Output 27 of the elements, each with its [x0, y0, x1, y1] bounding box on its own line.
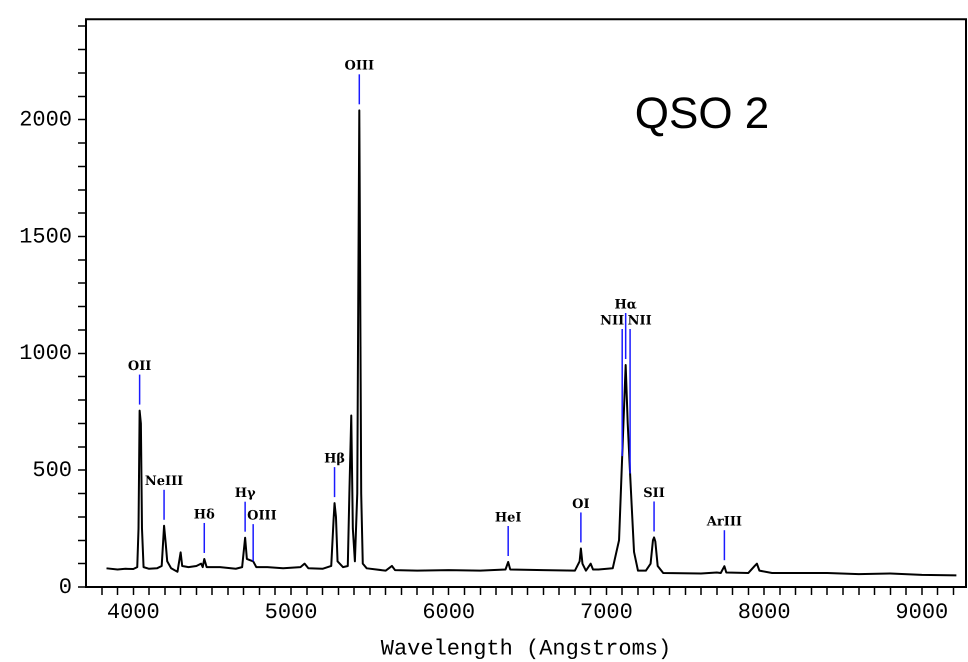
y-tick-label: 1000 — [19, 341, 72, 366]
y-tick-label: 1500 — [19, 224, 72, 250]
annotation: NeIII — [144, 474, 184, 490]
x-tick-label: 6000 — [422, 600, 476, 626]
annotation: OII — [128, 358, 152, 374]
x-tick-label: 5000 — [264, 600, 318, 626]
annotation: Hδ — [194, 507, 216, 522]
annotation: ArIII — [706, 514, 742, 530]
annotation: OI — [572, 496, 590, 512]
annotation: OIII — [247, 508, 277, 524]
y-tick-label: 2000 — [19, 108, 72, 133]
annotation: NII — [600, 313, 624, 328]
annotation: Hγ — [234, 486, 256, 502]
text: QSO 2 — [634, 88, 770, 138]
annotation: SII — [643, 486, 665, 501]
x-tick-label: 9000 — [895, 600, 948, 626]
annotation: HeI — [494, 510, 522, 526]
annotation: Hβ — [324, 451, 346, 466]
y-tick-label: 500 — [32, 458, 72, 483]
x-tick-label: 7000 — [580, 600, 633, 626]
x-axis-title: Wavelength (Angstroms) — [380, 636, 672, 662]
annotation: Hα — [614, 297, 637, 312]
x-tick-label: 8000 — [738, 600, 791, 626]
annotation: NII — [628, 313, 652, 328]
x-tick-label: 4000 — [106, 600, 160, 626]
annotation: OIII — [344, 58, 374, 74]
y-tick-label: 0 — [58, 574, 72, 600]
